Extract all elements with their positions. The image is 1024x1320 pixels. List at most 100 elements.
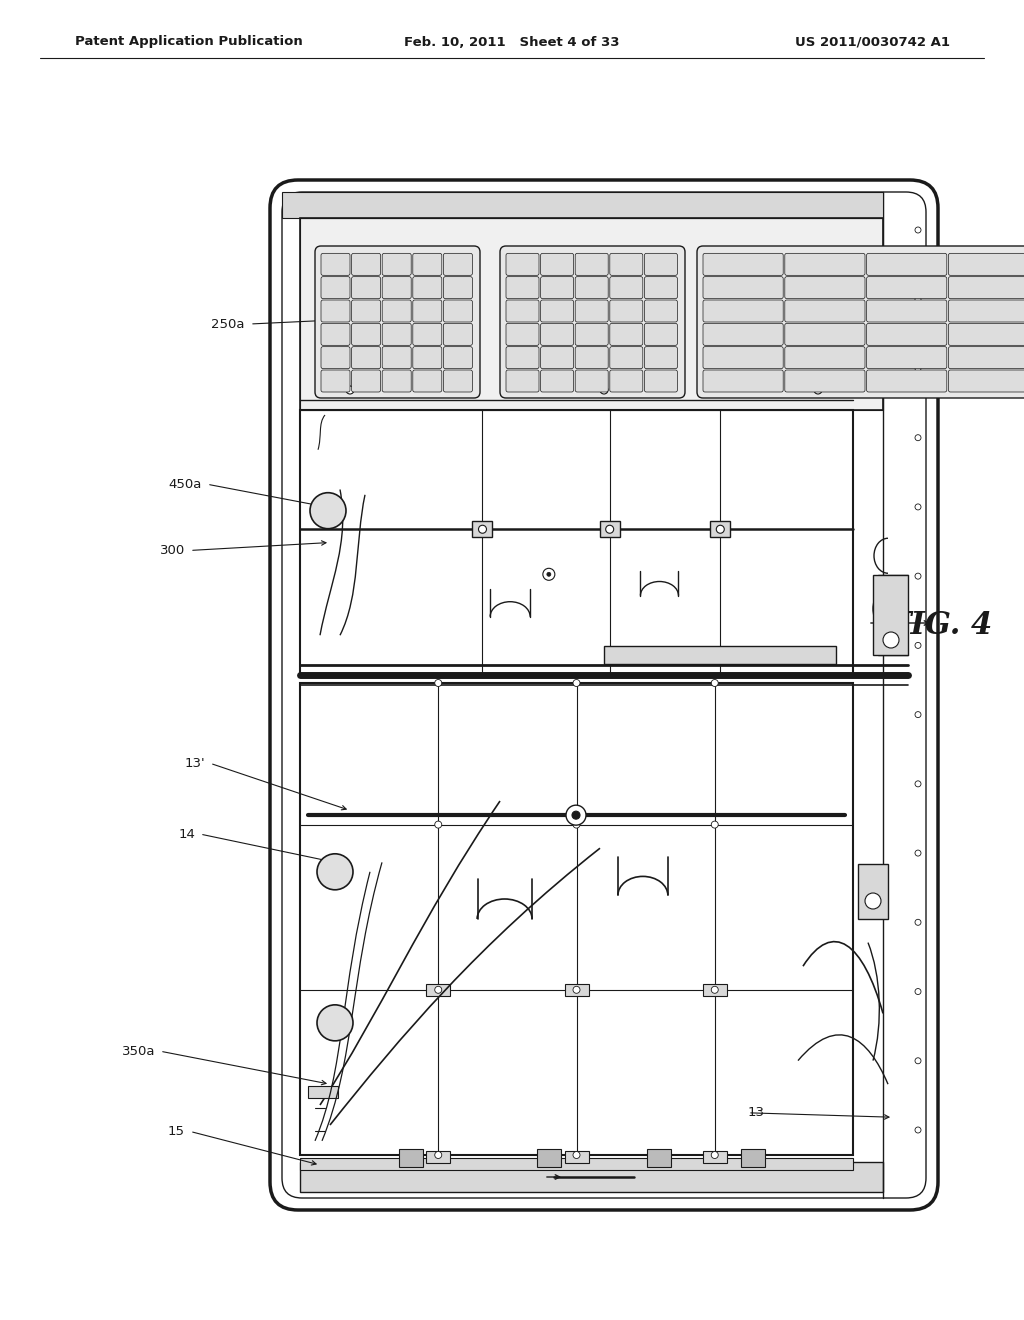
FancyBboxPatch shape (948, 323, 1024, 346)
FancyBboxPatch shape (575, 323, 608, 346)
FancyBboxPatch shape (644, 300, 678, 322)
Bar (300, 411, 853, 675)
FancyBboxPatch shape (948, 300, 1024, 322)
FancyBboxPatch shape (315, 246, 480, 399)
Bar (604, 645, 837, 664)
Bar (300, 1158, 853, 1170)
Circle shape (435, 1151, 441, 1159)
FancyBboxPatch shape (784, 277, 865, 298)
Circle shape (712, 680, 718, 686)
Bar (741, 1148, 766, 1167)
FancyBboxPatch shape (703, 370, 783, 392)
FancyBboxPatch shape (506, 277, 539, 298)
Text: 450a: 450a (169, 478, 202, 491)
FancyBboxPatch shape (866, 277, 947, 298)
Text: 14: 14 (178, 828, 195, 841)
FancyBboxPatch shape (575, 347, 608, 368)
Circle shape (915, 919, 921, 925)
FancyBboxPatch shape (413, 370, 441, 392)
FancyBboxPatch shape (506, 253, 539, 276)
FancyBboxPatch shape (506, 323, 539, 346)
FancyBboxPatch shape (413, 300, 441, 322)
FancyBboxPatch shape (866, 347, 947, 368)
FancyBboxPatch shape (610, 253, 643, 276)
Circle shape (478, 525, 486, 533)
FancyBboxPatch shape (443, 253, 472, 276)
Circle shape (543, 569, 555, 581)
Text: 250a: 250a (212, 318, 245, 330)
Circle shape (716, 525, 724, 533)
FancyBboxPatch shape (784, 370, 865, 392)
Bar (300, 218, 883, 411)
Bar (472, 521, 493, 537)
FancyBboxPatch shape (644, 370, 678, 392)
FancyBboxPatch shape (506, 300, 539, 322)
FancyBboxPatch shape (382, 300, 412, 322)
Bar (308, 1086, 338, 1098)
Circle shape (712, 986, 718, 993)
FancyBboxPatch shape (610, 277, 643, 298)
Circle shape (605, 525, 613, 533)
Circle shape (814, 385, 822, 393)
FancyBboxPatch shape (413, 323, 441, 346)
FancyBboxPatch shape (541, 323, 573, 346)
Circle shape (572, 812, 580, 820)
FancyBboxPatch shape (351, 300, 381, 322)
Circle shape (915, 296, 921, 302)
FancyBboxPatch shape (575, 300, 608, 322)
Text: 300: 300 (160, 544, 185, 557)
FancyBboxPatch shape (321, 347, 350, 368)
FancyBboxPatch shape (321, 277, 350, 298)
Text: 13: 13 (748, 1106, 765, 1119)
Text: 13': 13' (184, 756, 205, 770)
FancyBboxPatch shape (351, 323, 381, 346)
FancyBboxPatch shape (351, 277, 381, 298)
FancyBboxPatch shape (644, 347, 678, 368)
Circle shape (865, 894, 881, 909)
FancyBboxPatch shape (644, 253, 678, 276)
FancyBboxPatch shape (610, 323, 643, 346)
FancyBboxPatch shape (866, 370, 947, 392)
FancyBboxPatch shape (382, 347, 412, 368)
FancyBboxPatch shape (866, 323, 947, 346)
Circle shape (712, 1151, 718, 1159)
FancyBboxPatch shape (382, 253, 412, 276)
FancyBboxPatch shape (703, 300, 783, 322)
Text: 15: 15 (168, 1125, 185, 1138)
Circle shape (573, 1151, 580, 1159)
FancyBboxPatch shape (610, 300, 643, 322)
FancyBboxPatch shape (443, 370, 472, 392)
FancyBboxPatch shape (644, 277, 678, 298)
FancyBboxPatch shape (270, 180, 938, 1210)
FancyBboxPatch shape (703, 277, 783, 298)
FancyBboxPatch shape (351, 370, 381, 392)
Circle shape (712, 821, 718, 828)
Circle shape (317, 854, 353, 890)
FancyBboxPatch shape (443, 323, 472, 346)
FancyBboxPatch shape (541, 347, 573, 368)
FancyBboxPatch shape (443, 347, 472, 368)
Text: 350a: 350a (122, 1044, 155, 1057)
Bar (300, 682, 853, 1155)
FancyBboxPatch shape (784, 347, 865, 368)
FancyBboxPatch shape (948, 277, 1024, 298)
FancyBboxPatch shape (413, 347, 441, 368)
Circle shape (310, 492, 346, 529)
Circle shape (566, 805, 586, 825)
FancyBboxPatch shape (948, 347, 1024, 368)
Circle shape (317, 1005, 353, 1041)
Circle shape (600, 385, 608, 393)
FancyBboxPatch shape (382, 277, 412, 298)
Bar (398, 1148, 423, 1167)
FancyBboxPatch shape (610, 347, 643, 368)
FancyBboxPatch shape (541, 300, 573, 322)
Bar (426, 983, 451, 995)
Bar (873, 576, 908, 655)
FancyBboxPatch shape (321, 253, 350, 276)
Bar (711, 521, 730, 537)
Bar (702, 1151, 727, 1163)
FancyBboxPatch shape (784, 253, 865, 276)
FancyBboxPatch shape (500, 246, 685, 399)
Circle shape (915, 1127, 921, 1133)
FancyBboxPatch shape (541, 277, 573, 298)
